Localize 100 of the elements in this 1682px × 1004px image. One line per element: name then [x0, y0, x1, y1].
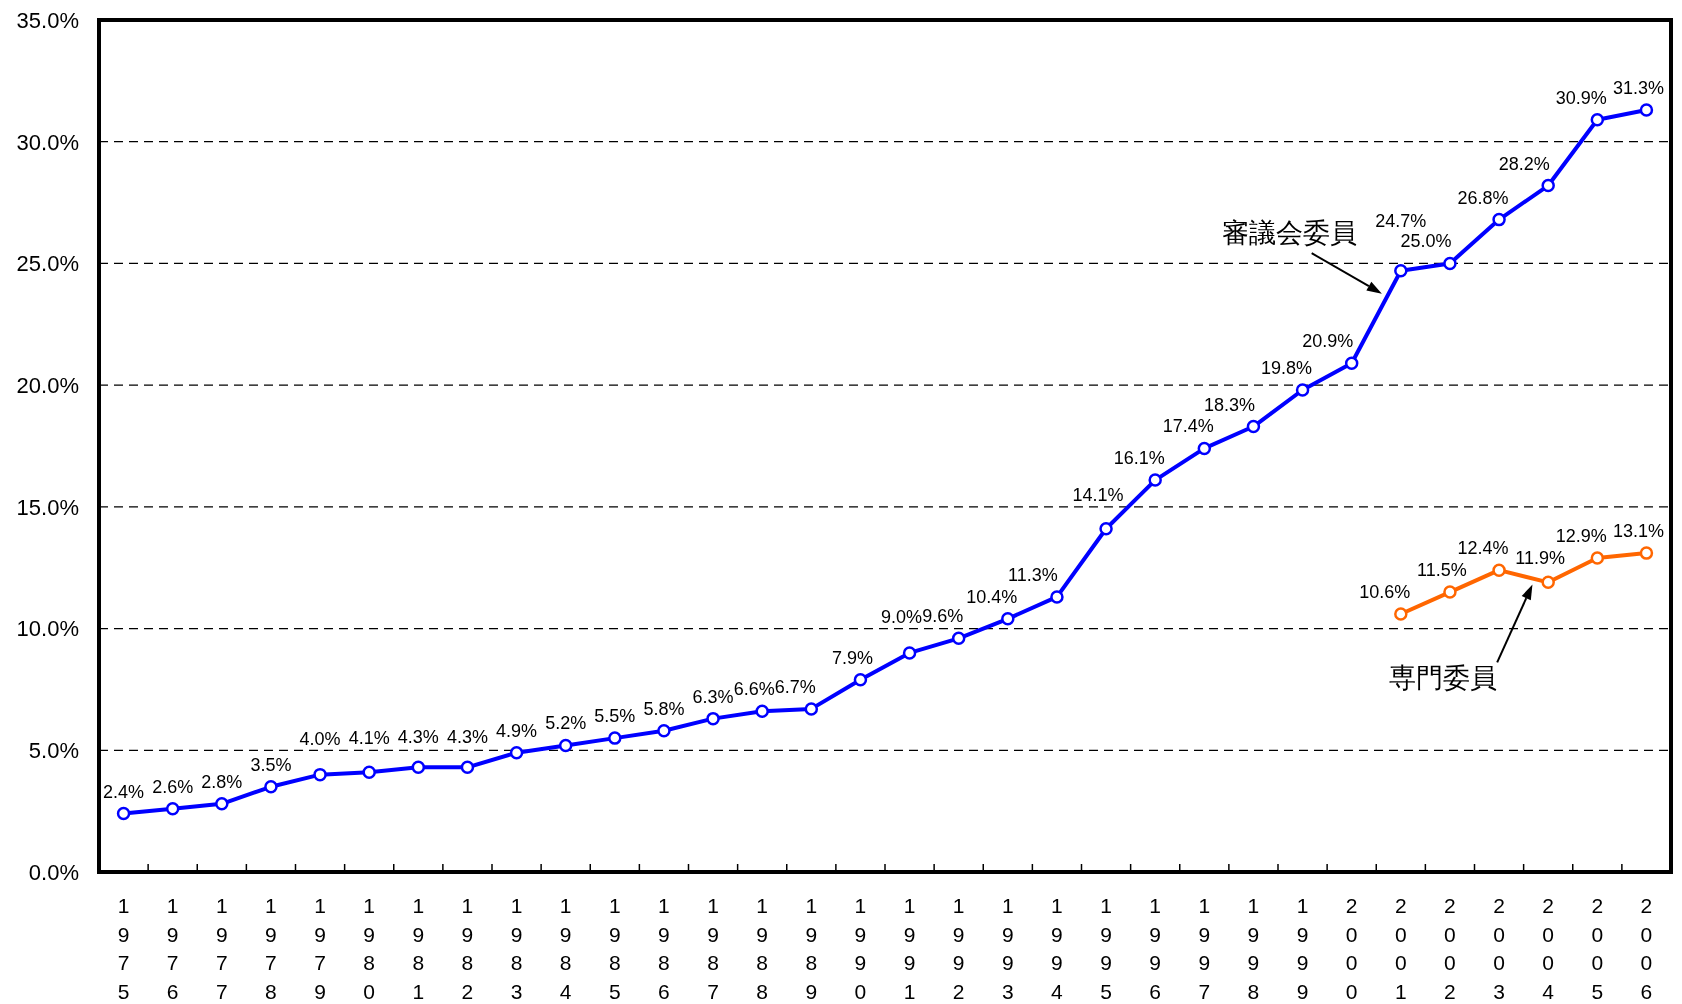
data-label: 5.8%: [643, 698, 685, 719]
point: [1394, 607, 1408, 621]
x-tick-label: 1984: [559, 894, 572, 1003]
data-label: 14.1%: [1072, 484, 1124, 505]
x-tick-label: 1993: [1001, 894, 1014, 1003]
point: [1246, 419, 1261, 434]
y-tick-label: 10.0%: [16, 616, 79, 642]
point: [902, 646, 917, 660]
point: [264, 780, 278, 794]
data-label: 28.2%: [1498, 153, 1550, 174]
point: [755, 704, 769, 719]
point: [313, 767, 327, 782]
data-label: 11.5%: [1417, 560, 1467, 581]
data-label: 2.8%: [201, 771, 243, 792]
point: [853, 672, 868, 687]
point: [1443, 256, 1457, 271]
x-tick-label: 1996: [1149, 894, 1162, 1003]
data-label: 4.0%: [299, 728, 341, 749]
x-tick-label: 1981: [412, 894, 425, 1003]
point: [706, 711, 720, 726]
point: [116, 806, 131, 821]
point: [1197, 441, 1212, 456]
point: [1050, 590, 1064, 604]
data-label: 20.9%: [1302, 331, 1354, 352]
data-label: 18.3%: [1203, 394, 1255, 415]
point: [1590, 113, 1605, 127]
x-tick-label: 1991: [903, 894, 916, 1003]
y-tick-label: 5.0%: [28, 738, 79, 764]
x-tick-label: 1994: [1051, 894, 1064, 1003]
data-label: 24.7%: [1375, 210, 1427, 231]
point: [165, 801, 180, 816]
data-label: 12.9%: [1555, 525, 1607, 546]
point: [1295, 383, 1310, 397]
y-tick-label: 30.0%: [16, 129, 79, 155]
x-tick-label: 1985: [608, 894, 621, 1003]
x-tick-label: 2003: [1493, 894, 1505, 1003]
data-label: 13.1%: [1612, 521, 1664, 542]
data-label: 12.4%: [1457, 538, 1509, 559]
data-label: 2.4%: [103, 781, 145, 802]
x-tick-label: 1997: [1198, 894, 1211, 1003]
x-tick-label: 1983: [510, 894, 523, 1003]
data-label: 10.6%: [1359, 581, 1411, 602]
series-label: 審議会委員: [1222, 217, 1358, 248]
data-label: 2.6%: [152, 776, 194, 797]
data-label: 4.3%: [446, 727, 488, 748]
point: [362, 765, 376, 779]
data-label: 9.0%: [881, 606, 923, 627]
x-tick-label: 1992: [952, 894, 965, 1003]
y-tick-label: 35.0%: [16, 7, 79, 33]
y-tick-label: 15.0%: [16, 494, 79, 520]
data-label: 26.8%: [1457, 187, 1509, 208]
x-tick-label: 2002: [1444, 894, 1456, 1003]
x-tick-label: 1978: [265, 894, 277, 1003]
x-tick-label: 1987: [707, 894, 719, 1003]
point: [1492, 212, 1506, 227]
x-tick-label: 1990: [854, 894, 867, 1003]
x-tick-label: 2005: [1591, 894, 1604, 1003]
data-label: 4.9%: [496, 720, 538, 741]
data-label: 11.3%: [1008, 564, 1058, 585]
data-label: 9.6%: [922, 606, 964, 627]
data-label: 4.1%: [348, 728, 390, 749]
x-tick-label: 2004: [1542, 894, 1555, 1003]
data-label: 16.1%: [1113, 448, 1165, 469]
y-tick-label: 20.0%: [16, 373, 79, 399]
x-tick-label: 1999: [1296, 894, 1309, 1003]
x-tick-label: 1998: [1247, 894, 1260, 1003]
point: [1590, 551, 1605, 565]
point: [1492, 563, 1506, 577]
point: [1148, 473, 1162, 487]
x-tick-label: 1980: [363, 894, 376, 1003]
point: [1541, 178, 1555, 193]
x-tick-label: 1988: [756, 894, 769, 1003]
data-label: 6.6%: [733, 679, 775, 700]
data-label: 5.2%: [545, 713, 587, 734]
data-label: 4.3%: [397, 727, 439, 748]
point: [1639, 546, 1654, 560]
data-label: 7.9%: [831, 647, 873, 668]
point: [1639, 103, 1654, 117]
point: [951, 631, 966, 646]
data-label: 10.4%: [966, 586, 1018, 607]
point: [460, 760, 475, 775]
data-label: 11.9%: [1515, 548, 1566, 569]
point: [804, 702, 819, 716]
data-label: 6.3%: [692, 686, 734, 707]
point: [1443, 585, 1457, 599]
point: [411, 760, 426, 775]
x-tick-label: 1995: [1100, 894, 1112, 1003]
x-tick-label: 1986: [658, 894, 670, 1003]
data-label: 19.8%: [1261, 358, 1313, 379]
point: [1344, 356, 1359, 370]
x-tick-label: 2006: [1640, 894, 1653, 1003]
point: [608, 731, 622, 745]
x-tick-label: 1979: [314, 894, 326, 1003]
point: [215, 797, 229, 811]
x-tick-label: 1982: [461, 894, 474, 1003]
data-label: 31.3%: [1612, 78, 1664, 99]
data-label: 17.4%: [1162, 416, 1214, 437]
point: [509, 745, 524, 760]
x-tick-label: 1975: [117, 894, 130, 1003]
y-tick-label: 0.0%: [28, 859, 79, 885]
